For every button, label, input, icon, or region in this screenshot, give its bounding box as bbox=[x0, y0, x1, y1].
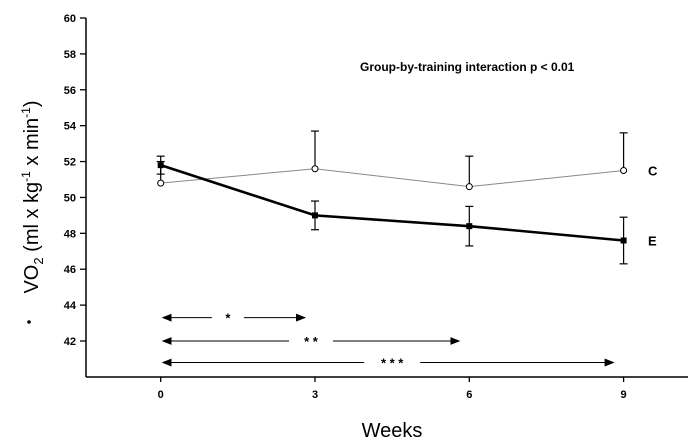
y-tick-label: 56 bbox=[64, 85, 76, 97]
y-tick-label: 52 bbox=[64, 157, 76, 169]
x-tick-label: 6 bbox=[466, 389, 472, 401]
x-tick-label: 3 bbox=[312, 389, 318, 401]
series-C: C bbox=[156, 130, 658, 191]
y-tick-label: 48 bbox=[64, 228, 76, 240]
significance-layer: * * * * * * bbox=[161, 311, 615, 371]
data-point bbox=[620, 167, 628, 175]
significance-bracket: * * * bbox=[161, 356, 615, 371]
y-tick-label: 46 bbox=[64, 264, 76, 276]
y-tick-label: 50 bbox=[64, 192, 76, 204]
data-point bbox=[157, 162, 164, 169]
x-tick-label: 9 bbox=[621, 389, 627, 401]
significance-stars: * * * bbox=[381, 356, 404, 371]
data-point bbox=[465, 183, 473, 191]
data-point bbox=[620, 237, 627, 244]
y-axis-label: VO2 (ml x kg-1 x min-1) bbox=[19, 100, 46, 293]
y-axis-ticks: 42 44 46 48 50 52 54 56 58 60 bbox=[64, 13, 86, 348]
significance-bracket: * bbox=[161, 311, 306, 326]
y-tick-label: 60 bbox=[64, 13, 76, 25]
y-tick-label: 44 bbox=[64, 300, 77, 312]
x-axis-ticks: 0 3 6 9 bbox=[158, 377, 627, 401]
series-label: C bbox=[648, 164, 658, 179]
data-point bbox=[311, 165, 319, 173]
y-tick-label: 58 bbox=[64, 49, 76, 61]
data-point bbox=[312, 212, 318, 219]
data-point bbox=[466, 223, 473, 230]
x-tick-label: 0 bbox=[158, 389, 164, 401]
annotation-text: Group-by-training interaction p < 0.01 bbox=[360, 60, 575, 74]
y-tick-label: 42 bbox=[64, 336, 76, 348]
significance-stars: * bbox=[225, 311, 231, 326]
x-axis-label: Weeks bbox=[362, 420, 423, 442]
series-line bbox=[160, 163, 624, 242]
v-dot bbox=[27, 320, 31, 324]
series-layer: CE bbox=[156, 130, 658, 265]
series-line bbox=[160, 168, 624, 188]
y-tick-label: 54 bbox=[64, 121, 77, 133]
series-E: E bbox=[156, 155, 657, 265]
significance-bracket: * * bbox=[161, 334, 461, 349]
data-point bbox=[157, 179, 165, 187]
series-label: E bbox=[648, 234, 657, 249]
significance-stars: * * bbox=[304, 334, 319, 349]
